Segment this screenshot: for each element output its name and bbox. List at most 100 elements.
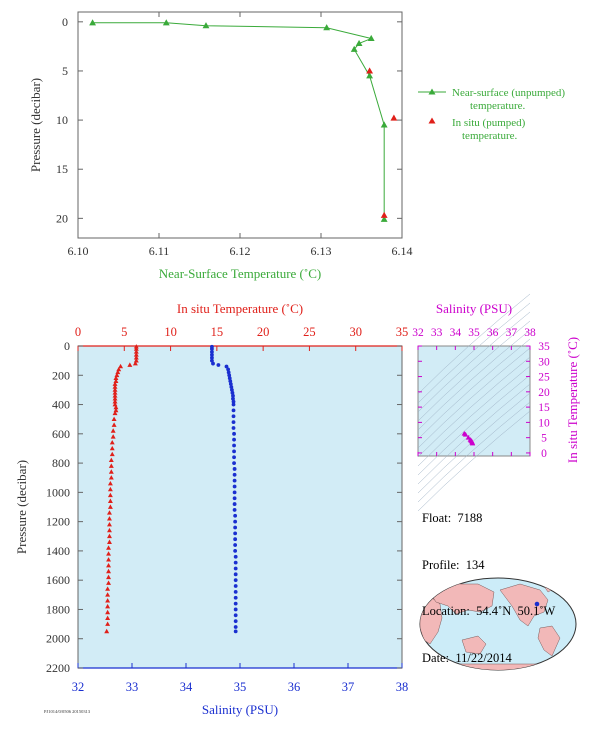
float-location: Location: 54.4˚N 50.1˚W [422,604,556,618]
pressure-tick-label: 0 [64,339,70,353]
salinity-point [233,589,238,594]
top-y-tick-label: 5 [62,64,68,78]
legend-marker-unpumped [428,88,436,95]
temperature-point [107,504,113,509]
ts-plot-area [417,345,531,457]
salinity-point [233,525,238,530]
temperature-point [113,407,119,413]
pumped-temperature-point [390,114,398,121]
temperature-point [105,586,111,591]
profile-number: Profile: 134 [422,557,485,572]
ts-density-contour [417,320,531,422]
salinity-point [233,601,238,606]
temperature-point [104,628,110,634]
salinity-point [233,619,238,624]
temperature-point [112,396,118,401]
salinity-point [232,472,237,477]
temperature-point [107,486,113,492]
ts-y-tick-label: 15 [538,402,550,414]
temperature-point [133,346,139,351]
salinity-point [232,508,237,512]
pressure-tick-label: 1000 [46,485,70,499]
unpumped-temperature-point [350,45,358,52]
unpumped-temperature-point [202,22,210,29]
temperature-point [107,527,112,533]
temperature-tick-label: 35 [396,325,409,339]
pressure-tick-label: 2000 [46,632,70,646]
top-legend: Near-surface (unpumped) temperature. In … [418,87,565,142]
ts-salinity-label: Salinity (PSU) [436,301,512,316]
salinity-point [233,613,238,618]
temperature-point [133,349,139,354]
salinity-point [232,502,237,506]
salinity-point [232,496,237,501]
salinity-point [231,420,236,425]
salinity-tick-label: 33 [126,680,139,694]
temperature-point [105,598,111,603]
top-y-tick-label: 15 [56,162,68,176]
salinity-point [227,376,232,381]
salinity-point [231,396,235,401]
ts-y-tick-label: 0 [541,448,547,460]
salinity-point [210,358,214,363]
temperature-point [109,440,115,445]
ts-point [462,431,469,437]
legend-label-pumped: In situ (pumped) [452,117,526,129]
salinity-point [232,467,237,471]
temperature-point [113,378,119,383]
temperature-point [112,384,118,389]
ts-density-contour [417,383,531,485]
salinity-point [210,352,214,357]
temperature-point [109,445,115,451]
temperature-tick-label: 30 [349,325,362,339]
salinity-point [233,584,238,588]
temperature-point [107,492,113,498]
footer-code: PJ1014/0/0506 20150313 [44,709,91,714]
salinity-point [233,578,238,583]
unpumped-temperature-point [367,34,375,42]
temperature-point [112,410,118,416]
ts-y-tick-label: 25 [538,372,550,384]
ts-density-contour [417,293,531,395]
profile-y-label: Pressure (decibar) [14,460,29,554]
map-south-america [537,625,561,657]
unpumped-temperature-point [366,72,374,79]
pressure-tick-label: 1200 [46,515,70,529]
salinity-point [232,484,237,489]
temperature-point [106,545,112,550]
ts-x-tick-label: 37 [506,327,518,339]
top-y-tick-label: 20 [56,211,68,225]
temperature-point [106,562,112,568]
temperature-point [133,352,139,357]
salinity-point [210,347,214,351]
ts-density-contour [417,356,531,458]
top-x-tick-label: 6.14 [392,244,413,258]
salinity-point [231,426,236,430]
salinity-point [233,607,238,612]
temperature-point [112,387,118,392]
salinity-point [210,349,214,354]
temperature-point [110,428,116,433]
salinity-tick-label: 37 [342,680,355,694]
salinity-point [227,373,232,378]
salinity-point [210,355,214,360]
temperature-point [107,510,112,515]
ts-density-contour [417,311,531,413]
temperature-point [133,355,139,360]
salinity-point [232,431,236,436]
salinity-point [230,388,234,392]
float-id: Float: 7188 [422,511,483,525]
top-x-tick-label: 6.10 [68,244,89,258]
ts-diagram: 32 33 34 35 36 37 38 0 5 10 15 20 25 30 35 Salinity (P… [412,293,580,512]
pumped-temperature-point [366,67,374,74]
ts-x-tick-label: 35 [468,327,480,339]
temperature-point [110,434,116,439]
float-info: Float: 7188 Profile: 134 Location: 54.4˚… [422,480,555,682]
salinity-point [232,449,236,454]
salinity-point [231,414,236,419]
ts-point [469,440,476,446]
salinity-point [232,455,236,460]
salinity-point [233,537,238,542]
temperature-point [105,615,111,621]
temperature-point [108,469,114,474]
